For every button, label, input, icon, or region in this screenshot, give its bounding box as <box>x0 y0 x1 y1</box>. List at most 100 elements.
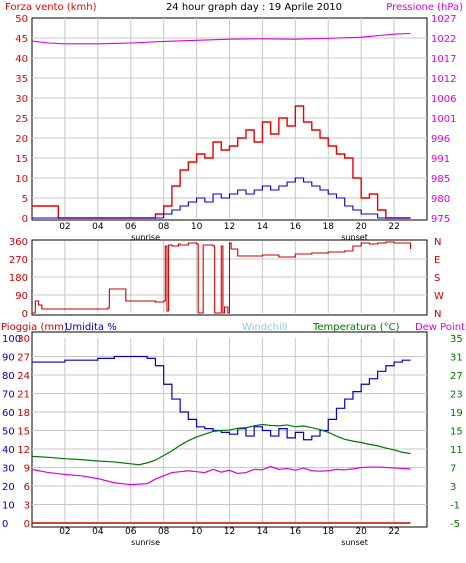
left-tick-label: 20 <box>15 134 28 145</box>
right-tick-label: 1022 <box>431 34 456 45</box>
rain-tick-label: 24 <box>17 371 30 382</box>
x-tick-label: 18 <box>323 222 335 232</box>
rain-tick-label: 30 <box>17 334 30 345</box>
dewpoint-label: Dew Point <box>415 322 465 333</box>
series-wind <box>32 105 411 219</box>
left-tick-label: 30 <box>15 94 28 105</box>
x-tick-label: 08 <box>158 222 170 232</box>
rain-tick-label: 21 <box>17 390 30 401</box>
humidity-tick-label: 70 <box>2 390 15 401</box>
x-tick-label: 04 <box>92 527 104 537</box>
rain-tick-label: 27 <box>17 353 30 364</box>
temp-tick-label: 11 <box>450 445 463 456</box>
right-tick-label: 996 <box>431 134 450 145</box>
humidity-tick-label: 100 <box>2 334 21 345</box>
right-tick-label: 975 <box>431 214 450 225</box>
header-right-label: Pressione (hPa) <box>386 2 463 13</box>
temp-tick-label: 3 <box>450 482 456 493</box>
panel-temp-frame <box>31 331 428 528</box>
temp-tick-label: 35 <box>450 334 463 345</box>
left-tick-label: 0 <box>22 214 28 225</box>
left-tick-label: 35 <box>15 74 28 85</box>
right-tick-label: 1017 <box>431 54 456 65</box>
temperature-label: Temperatura (°C) <box>312 322 400 333</box>
humidity-tick-label: 50 <box>2 427 15 438</box>
x-tick-label: 08 <box>158 527 170 537</box>
x-tick-label: 18 <box>323 527 335 537</box>
x-tick-label: 20 <box>355 527 367 537</box>
left-tick-label: 270 <box>9 255 28 266</box>
x-tick-label: 22 <box>388 222 399 232</box>
sunset-label: sunset <box>341 233 368 242</box>
x-tick-label: 06 <box>125 527 137 537</box>
left-tick-label: 0 <box>22 309 28 320</box>
left-tick-label: 360 <box>9 237 28 248</box>
humidity-tick-label: 90 <box>2 353 15 364</box>
sunset-label: sunset <box>341 538 368 547</box>
right-tick-label: 1027 <box>431 14 456 25</box>
windchill-label: Windchill <box>242 322 287 333</box>
humidity-tick-label: 30 <box>2 464 15 475</box>
temp-tick-label: -1 <box>450 501 460 512</box>
right-tick-label: 1012 <box>431 74 456 85</box>
x-tick-label: 16 <box>290 527 302 537</box>
left-tick-label: 15 <box>15 154 28 165</box>
x-tick-label: 20 <box>355 222 367 232</box>
right-tick-label: 980 <box>431 194 450 205</box>
x-tick-label: 02 <box>59 222 70 232</box>
temp-tick-label: 15 <box>450 427 463 438</box>
right-tick-label: N <box>434 237 441 248</box>
humidity-tick-label: 10 <box>2 501 15 512</box>
rain-tick-label: 12 <box>17 445 30 456</box>
right-tick-label: 1006 <box>431 94 456 105</box>
right-tick-label: N <box>434 309 441 320</box>
x-tick-label: 22 <box>388 527 399 537</box>
left-tick-label: 10 <box>15 174 28 185</box>
series-pressure <box>31 32 411 45</box>
humidity-tick-label: 60 <box>2 408 15 419</box>
x-tick-label: 06 <box>125 222 137 232</box>
left-tick-label: 90 <box>15 291 28 302</box>
temp-tick-label: 31 <box>450 353 463 364</box>
rain-tick-label: 3 <box>24 501 30 512</box>
sunrise-label: sunrise <box>131 233 160 242</box>
left-tick-label: 25 <box>15 114 28 125</box>
sunrise-label: sunrise <box>131 538 160 547</box>
right-tick-label: 985 <box>431 174 450 185</box>
x-tick-label: 14 <box>257 527 269 537</box>
humidity-tick-label: 0 <box>2 519 8 530</box>
right-tick-label: 991 <box>431 154 450 165</box>
x-tick-label: 10 <box>191 222 203 232</box>
x-tick-label: 16 <box>290 222 302 232</box>
x-tick-label: 10 <box>191 527 203 537</box>
humidity-tick-label: 80 <box>2 371 15 382</box>
temp-tick-label: 23 <box>450 390 463 401</box>
temp-tick-label: -5 <box>450 519 460 530</box>
header-left-label: Forza vento (kmh) <box>5 2 97 13</box>
series-temperature <box>31 423 411 466</box>
left-tick-label: 50 <box>15 14 28 25</box>
x-tick-label: 12 <box>224 222 235 232</box>
rain-tick-label: 18 <box>17 408 30 419</box>
x-tick-label: 04 <box>92 222 104 232</box>
left-tick-label: 40 <box>15 54 28 65</box>
rain-tick-label: 15 <box>17 427 30 438</box>
series-dewpoint <box>31 465 411 486</box>
left-tick-label: 45 <box>15 34 28 45</box>
right-tick-label: W <box>434 291 444 302</box>
series-direction <box>32 241 412 314</box>
temp-tick-label: 7 <box>450 464 456 475</box>
series-humidity <box>32 355 411 441</box>
temp-tick-label: 27 <box>450 371 463 382</box>
rain-tick-label: 6 <box>24 482 30 493</box>
humidity-tick-label: 20 <box>2 482 15 493</box>
rain-tick-label: 0 <box>24 519 30 530</box>
rain-label: Pioggia (mm) <box>1 322 68 333</box>
right-tick-label: 1001 <box>431 114 456 125</box>
temp-tick-label: 19 <box>450 408 463 419</box>
x-tick-label: 02 <box>59 527 70 537</box>
left-tick-label: 180 <box>9 273 28 284</box>
right-tick-label: E <box>434 255 440 266</box>
